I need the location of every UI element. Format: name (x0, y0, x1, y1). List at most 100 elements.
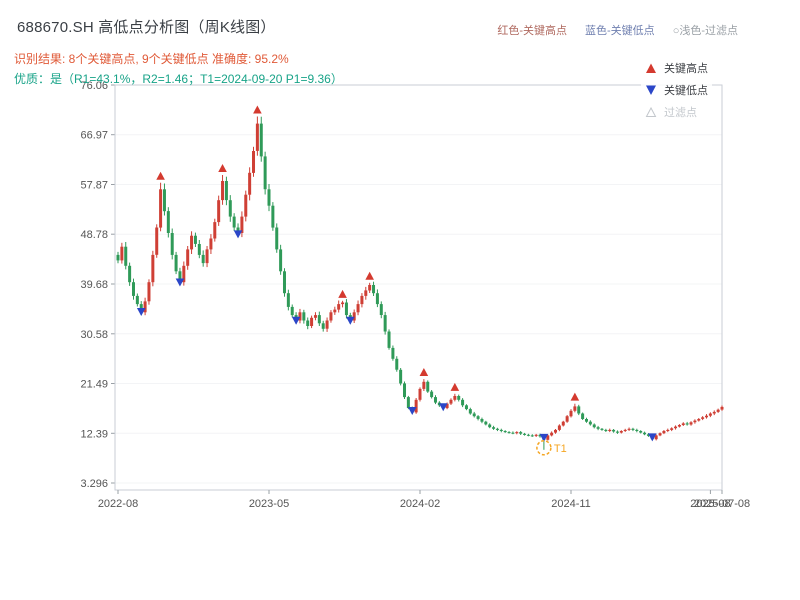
candle-body (449, 399, 453, 404)
candle-body (306, 320, 310, 326)
candle-body (643, 432, 647, 435)
candle-body (213, 222, 217, 239)
y-tick-label: 48.78 (80, 229, 108, 241)
candle-body (259, 123, 263, 157)
candle-body (546, 435, 550, 440)
candle-body (708, 413, 712, 416)
key-low-marker (539, 433, 549, 442)
candle-body (186, 249, 190, 266)
candle-body (240, 216, 244, 233)
candle-body (418, 388, 422, 400)
candle-body (499, 429, 503, 431)
key-high-marker (450, 382, 460, 391)
candle-body (588, 421, 592, 425)
key-high-marker (419, 368, 429, 377)
candle-body (561, 421, 565, 426)
chart-legend: 关键高点 关键低点 过滤点 (641, 57, 712, 123)
key-low-marker (438, 403, 448, 412)
candle-body (646, 434, 650, 436)
candle-body (631, 428, 635, 430)
candle-body (596, 427, 600, 429)
quality-line-text: 优质：是（R1=43.1%，R2=1.46；T1=2024-09-20 P1=9… (14, 72, 343, 86)
candle-body (658, 433, 662, 436)
candle-body (399, 369, 403, 384)
candle-body (433, 397, 437, 403)
candle-body (503, 431, 507, 433)
up-triangle-icon (646, 63, 656, 73)
candle-body (155, 227, 159, 255)
candle-body (302, 312, 306, 321)
candle-body (612, 429, 616, 432)
y-tick-label: 12.39 (80, 428, 108, 440)
candle-body (681, 423, 685, 425)
candle-body (224, 181, 228, 201)
key-low-marker (291, 316, 301, 325)
y-tick-label: 76.06 (80, 80, 108, 92)
candle-body (697, 419, 701, 421)
candle-body (461, 399, 465, 406)
candle-body (325, 320, 329, 329)
candle-body (584, 419, 588, 422)
candle-body (244, 194, 248, 217)
candle-body (627, 428, 631, 430)
candle-body (116, 254, 120, 261)
key-high-marker (253, 105, 262, 114)
candle-body (368, 285, 372, 291)
key-low-marker (407, 407, 417, 416)
candle-body (406, 397, 410, 408)
candle-body (166, 211, 170, 233)
x-tick-label: 2025-07-08 (694, 498, 750, 510)
candle-body (712, 411, 716, 414)
candle-body (232, 216, 236, 228)
key-low-marker (136, 308, 146, 317)
legend-item-filter: 过滤点 (645, 101, 708, 123)
candle-body (360, 295, 364, 305)
candle-body (468, 409, 472, 414)
candle-body (174, 254, 178, 272)
candle-body (662, 431, 666, 434)
legend-key-high-text: 红色-关键高点 (497, 25, 568, 37)
key-high-marker (156, 171, 165, 180)
candle-body (515, 432, 519, 434)
candle-body (178, 271, 182, 283)
candle-body (476, 416, 480, 419)
key-low-marker (175, 278, 185, 287)
candle-body (352, 312, 356, 321)
candle-body (426, 381, 430, 392)
y-tick-label: 66.97 (80, 130, 108, 142)
candle-body (190, 235, 194, 250)
key-high-marker (218, 164, 227, 173)
candle-body (271, 205, 275, 228)
candle-body (383, 315, 387, 332)
x-tick-label: 2025-08 (690, 498, 730, 510)
y-tick-label: 3.296 (80, 478, 108, 490)
candle-body (507, 432, 511, 434)
candle-body (550, 432, 554, 436)
candle-body (674, 426, 678, 429)
candle-body (720, 406, 724, 410)
down-triangle-icon (646, 85, 656, 95)
x-tick-label: 2023-05 (249, 498, 289, 510)
candle-body (526, 434, 530, 436)
candle-body (275, 227, 279, 250)
candle-body (321, 323, 325, 329)
candle-body (263, 156, 267, 190)
candle-body (201, 254, 205, 264)
candle-body (205, 249, 209, 264)
candle-body (445, 403, 449, 409)
candle-body (608, 429, 612, 431)
candle-body (128, 265, 132, 283)
x-tick-label: 2024-02 (400, 498, 440, 510)
candle-body (131, 282, 135, 296)
candle-body (530, 435, 534, 437)
candle-body (554, 429, 558, 433)
candle-body (484, 421, 488, 425)
candle-body (124, 246, 128, 266)
legend-item-key-low: 关键低点 (645, 79, 708, 101)
candle-body (414, 399, 418, 413)
y-tick-label: 39.68 (80, 279, 108, 291)
candle-body (267, 189, 271, 206)
candle-body (457, 396, 461, 400)
key-low-marker (648, 433, 657, 442)
candle-body (600, 428, 604, 430)
